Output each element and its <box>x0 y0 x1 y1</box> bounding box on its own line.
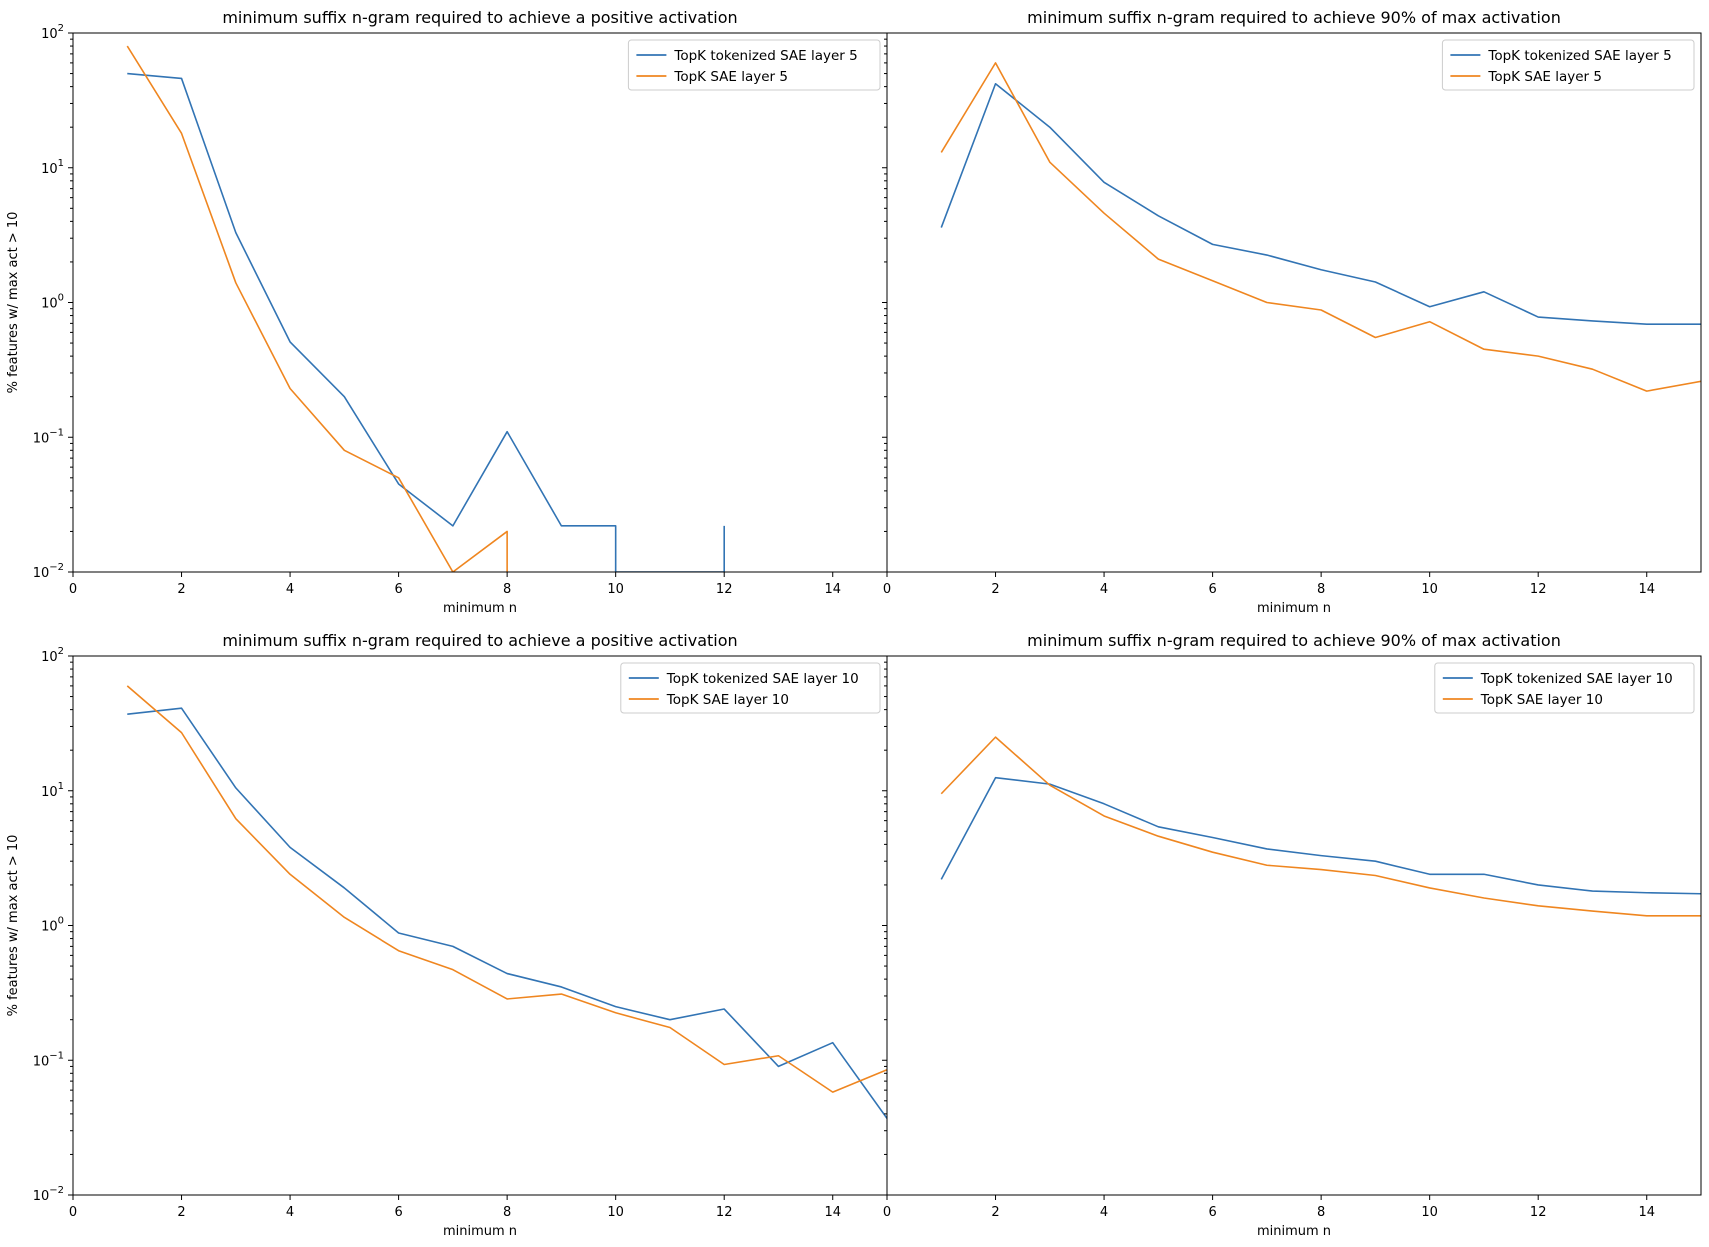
panel-2-x-tick-label: 8 <box>1317 582 1325 597</box>
panel-1-y-tick-label: 10−2 <box>33 562 64 581</box>
panel-1-x-tick-label: 0 <box>69 582 77 597</box>
panel-1-y-tick-label: 101 <box>41 158 64 177</box>
panel-4-title: minimum suffix n-gram required to achiev… <box>1027 631 1561 650</box>
panel-1-x-tick-label: 6 <box>394 582 402 597</box>
panel-1-x-tick-label: 2 <box>177 582 185 597</box>
panel-1-x-axis-label: minimum n <box>443 601 517 616</box>
panel-4-series-tokenized-sae-line <box>940 776 1701 895</box>
panel-3-axes-frame <box>72 655 888 1196</box>
panel-2: 0 2 4 6 8 10 12 14 minimum suffix n-gram require… <box>882 8 1702 616</box>
panel-3-y-tick-label: 101 <box>41 781 64 800</box>
panel-3-legend-label: TopK tokenized SAE layer 10 <box>666 671 859 687</box>
panel-1-series-sae-line <box>126 45 508 572</box>
panel-2-title: minimum suffix n-gram required to achiev… <box>1027 8 1561 27</box>
panel-4-legend: TopK tokenized SAE layer 10 TopK SAE laye… <box>1434 662 1695 714</box>
panel-1-x-tick-label: 12 <box>716 582 733 597</box>
panel-2-x-tick-label: 12 <box>1530 582 1547 597</box>
panel-3-x-tick-label: 12 <box>716 1205 733 1220</box>
panel-3-x-tick-label: 2 <box>177 1205 185 1220</box>
panel-1-x-tick-label: 4 <box>286 582 294 597</box>
panel-1-y-tick-label: 10−1 <box>33 427 64 446</box>
panel-1-y-tick-label: 102 <box>41 23 64 42</box>
panel-3-legend-label: TopK SAE layer 10 <box>666 692 789 708</box>
panel-2-legend-label: TopK SAE layer 5 <box>1487 69 1602 85</box>
panel-3-x-tick-label: 8 <box>503 1205 511 1220</box>
panel-1-y-axis-label: % features w/ max act > 10 <box>6 212 21 394</box>
panel-1-x-tick-label: 10 <box>607 582 624 597</box>
panel-2-axes-frame <box>886 32 1702 573</box>
panel-4-legend-box <box>1434 662 1695 714</box>
panel-4-legend-label: TopK tokenized SAE layer 10 <box>1480 671 1673 687</box>
panel-3-y-tick-label: 100 <box>41 916 64 935</box>
panel-2-x-tick-label: 10 <box>1421 582 1438 597</box>
panel-4-x-tick-label: 12 <box>1530 1205 1547 1220</box>
panel-2-series-tokenized-sae-line <box>940 82 1701 326</box>
panel-4-series-sae-line <box>940 736 1701 917</box>
panel-1-title: minimum suffix n-gram required to achiev… <box>222 8 737 27</box>
panel-3-y-tick-label: 10−2 <box>33 1185 64 1204</box>
panel-4-x-tick-label: 6 <box>1208 1205 1216 1220</box>
panel-1-axes-frame <box>72 32 888 573</box>
panel-1-x-tick-label: 14 <box>824 582 841 597</box>
panel-2-legend: TopK tokenized SAE layer 5 TopK SAE layer… <box>1441 39 1695 91</box>
panel-3: 0 2 4 6 8 10 12 14 102 101 100 10−1 10−2 minimum suff… <box>6 631 888 1239</box>
panel-2-x-tick-label: 2 <box>991 582 999 597</box>
panel-1-y-tick-label: 100 <box>41 293 64 312</box>
panel-3-y-tick-label: 102 <box>41 646 64 665</box>
panel-3-x-tick-label: 0 <box>69 1205 77 1220</box>
panel-4: 0 2 4 6 8 10 12 14 minimum suffix n-gram require… <box>882 631 1702 1239</box>
panel-3-legend: TopK tokenized SAE layer 10 TopK SAE laye… <box>620 662 881 714</box>
panel-3-x-tick-label: 10 <box>607 1205 624 1220</box>
panel-2-x-axis-label: minimum n <box>1257 601 1331 616</box>
panel-2-x-tick-label: 4 <box>1100 582 1108 597</box>
panel-4-legend-label: TopK SAE layer 10 <box>1480 692 1603 708</box>
panel-4-x-tick-label: 14 <box>1638 1205 1655 1220</box>
panel-2-x-tick-label: 14 <box>1638 582 1655 597</box>
panel-4-x-axis-label: minimum n <box>1257 1224 1331 1239</box>
panel-4-x-tick-label: 10 <box>1421 1205 1438 1220</box>
panel-1-x-tick-label: 8 <box>503 582 511 597</box>
panel-1-legend: TopK tokenized SAE layer 5 TopK SAE layer… <box>627 39 881 91</box>
panel-3-series-sae-line <box>126 685 887 1093</box>
panel-1-series-tokenized-sae-line <box>127 72 725 572</box>
panel-3-x-tick-label: 4 <box>286 1205 294 1220</box>
panel-1-legend-label: TopK SAE layer 5 <box>673 69 788 85</box>
panel-4-axes-frame <box>886 655 1702 1196</box>
panel-4-x-tick-label: 0 <box>883 1205 891 1220</box>
panel-2-x-tick-label: 6 <box>1208 582 1216 597</box>
panel-2-legend-box <box>1441 39 1695 91</box>
panel-4-x-tick-label: 8 <box>1317 1205 1325 1220</box>
panel-3-x-tick-label: 6 <box>394 1205 402 1220</box>
panel-1-legend-box <box>627 39 881 91</box>
panel-3-series-tokenized-sae-line <box>127 707 887 1119</box>
panel-3-y-tick-label: 10−1 <box>33 1050 64 1069</box>
panel-3-x-axis-label: minimum n <box>443 1224 517 1239</box>
panel-3-legend-box <box>620 662 881 714</box>
panel-3-y-axis-label: % features w/ max act > 10 <box>6 835 21 1017</box>
panel-1: 0 2 4 6 8 10 12 14 102 101 100 10−1 10−2 minimum suff… <box>6 8 888 616</box>
panel-3-title: minimum suffix n-gram required to achiev… <box>222 631 737 650</box>
panel-4-x-tick-label: 4 <box>1100 1205 1108 1220</box>
panel-2-series-sae-line <box>940 62 1701 392</box>
panel-2-x-tick-label: 0 <box>883 582 891 597</box>
panel-3-x-tick-label: 14 <box>824 1205 841 1220</box>
panel-2-legend-label: TopK tokenized SAE layer 5 <box>1487 48 1671 64</box>
panel-1-legend-label: TopK tokenized SAE layer 5 <box>673 48 857 64</box>
panel-4-x-tick-label: 2 <box>991 1205 999 1220</box>
